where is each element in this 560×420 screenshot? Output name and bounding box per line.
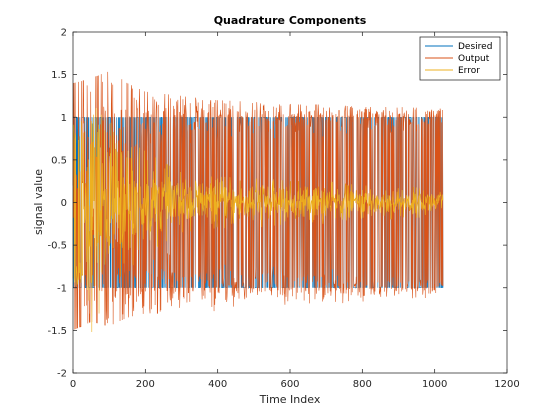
chart-title: Quadrature Components (214, 14, 367, 27)
legend-label-output: Output (458, 54, 490, 64)
y-tick-label: -0.5 (47, 241, 67, 252)
legend-label-desired: Desired (458, 42, 492, 52)
x-tick-label: 800 (353, 379, 372, 390)
x-tick-label: 200 (136, 379, 155, 390)
x-tick-label: 400 (208, 379, 227, 390)
y-tick-label: 0 (61, 198, 67, 209)
y-axis-title: signal value (32, 169, 45, 235)
y-tick-label: -1.5 (47, 326, 67, 337)
y-tick-label: 2 (61, 28, 67, 39)
x-tick-label: 0 (70, 379, 76, 390)
axes-layer: 0 200 400 600 800 1000 1200 -2 -1.5 -1 -0.5 0 0.5 1 1.… (47, 28, 519, 391)
y-tick-label: -2 (57, 369, 67, 380)
legend-label-error: Error (458, 66, 480, 76)
series-line-error (72, 107, 444, 333)
y-tick-label: 0.5 (51, 155, 67, 166)
y-tick-label: -1 (57, 283, 67, 294)
y-tick-label: 1.5 (51, 70, 67, 81)
series-layer (72, 71, 444, 333)
x-tick-label: 1000 (422, 379, 447, 390)
x-tick-label: 1200 (494, 379, 519, 390)
x-tick-label: 600 (280, 379, 299, 390)
y-tick-label: 1 (61, 113, 67, 124)
legend: Desired Output Error (419, 36, 501, 81)
x-axis-title: Time Index (259, 393, 321, 406)
